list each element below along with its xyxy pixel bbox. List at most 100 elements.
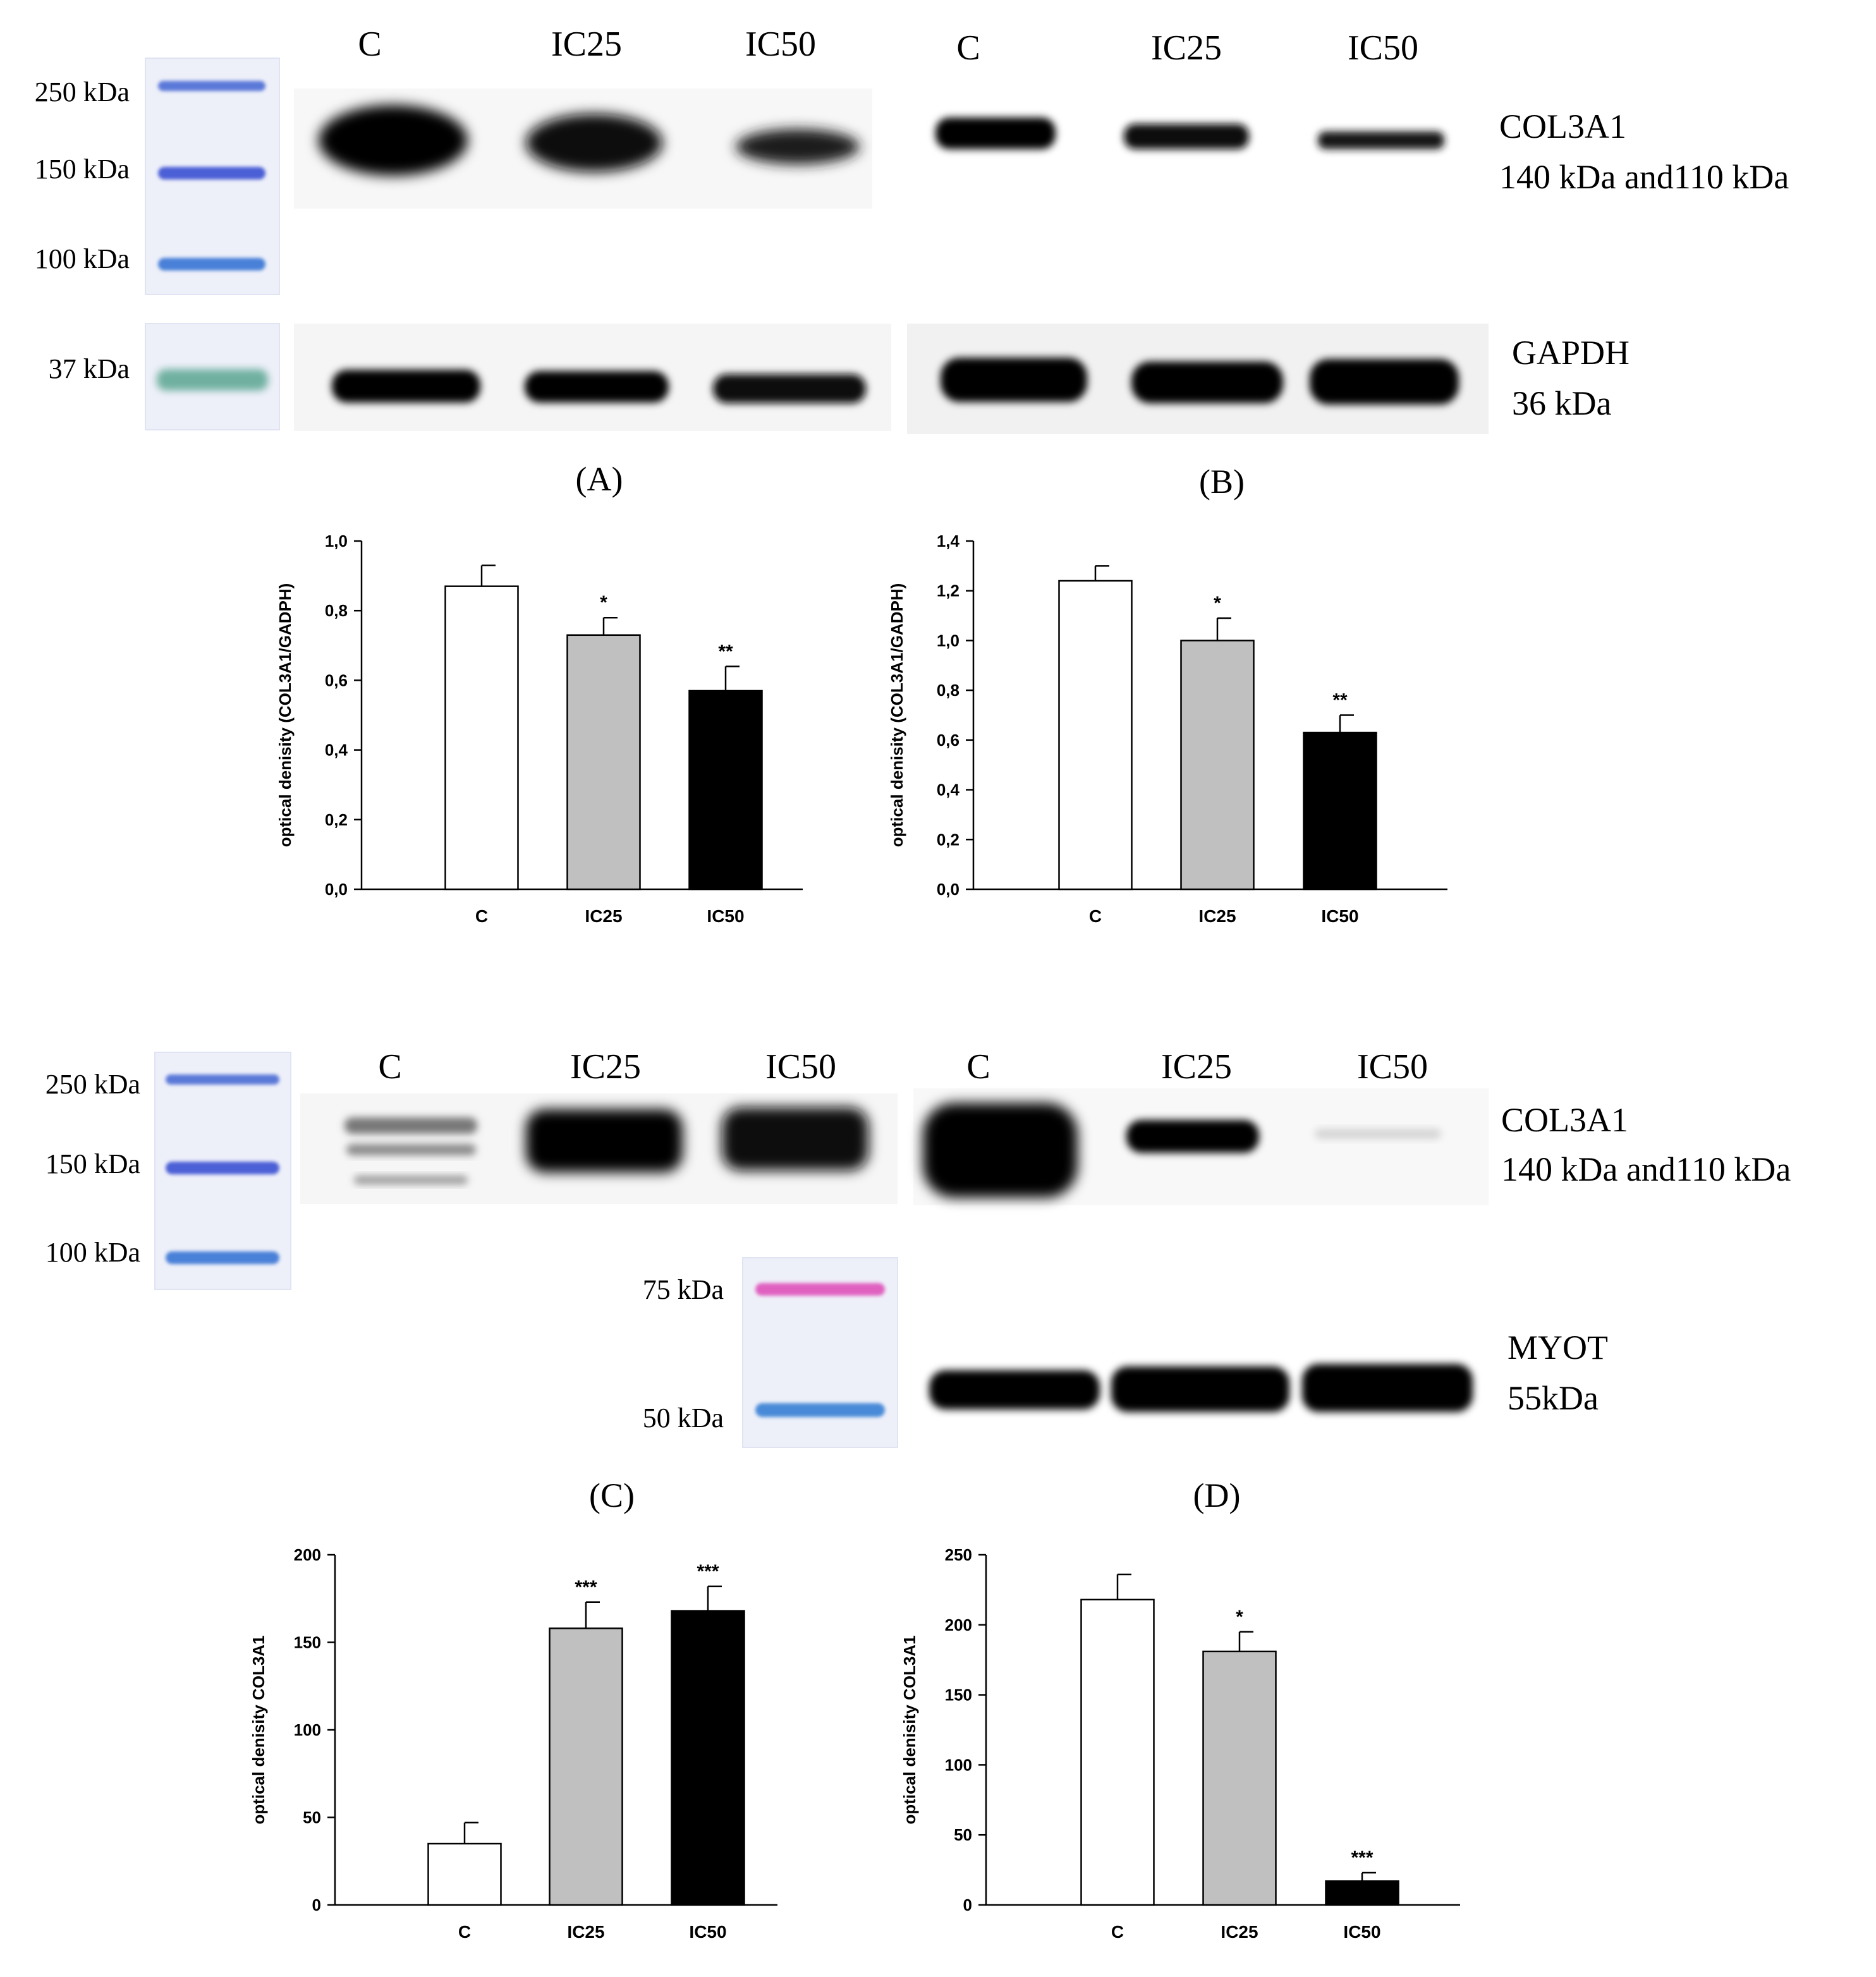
bar <box>671 1610 745 1906</box>
y-tick-label: 50 <box>954 1825 972 1844</box>
band-col3a1-d-ic25 <box>1126 1120 1259 1153</box>
x-tick-label: C <box>458 1922 471 1942</box>
y-tick-label: 0,8 <box>937 681 959 700</box>
x-tick-label: IC25 <box>1198 906 1236 926</box>
band-col3a1-b-ic25 <box>1124 124 1249 149</box>
bar <box>1080 1598 1155 1906</box>
marker-ladder-cd <box>154 1052 291 1290</box>
y-tick-label: 0,6 <box>937 731 959 750</box>
bar <box>688 690 763 891</box>
band-col3a1-c-ic50 <box>722 1107 868 1171</box>
band-gapdh-b-c <box>941 358 1087 402</box>
x-tick-label: IC50 <box>1321 906 1358 926</box>
marker-ladder-myot <box>742 1257 898 1448</box>
bar <box>1180 640 1255 891</box>
x-tick-label: IC25 <box>1221 1922 1258 1942</box>
x-tick-label: IC50 <box>1343 1922 1380 1942</box>
protein-name: COL3A1 <box>1501 1101 1628 1139</box>
lane-label: IC25 <box>1151 28 1222 68</box>
y-tick-label: 1,0 <box>937 631 959 650</box>
y-tick-label: 0 <box>312 1895 321 1914</box>
protein-size: 36 kDa <box>1512 384 1611 422</box>
band-myot-c <box>929 1370 1100 1409</box>
y-tick-label: 250 <box>945 1545 972 1564</box>
bar <box>427 1842 502 1906</box>
panel-label: (C) <box>589 1476 635 1514</box>
significance-marker: * <box>1214 593 1221 614</box>
y-tick-label: 50 <box>303 1808 321 1827</box>
band-col3a1-c-ic25 <box>526 1109 683 1172</box>
band-gapdh-a-ic50 <box>713 374 866 403</box>
significance-marker: *** <box>697 1561 719 1582</box>
myot-blot <box>929 1364 1473 1412</box>
band-col3a1-b-c <box>935 118 1056 149</box>
band-col3a1-a-ic25 <box>526 114 662 172</box>
lane-label: C <box>956 28 980 68</box>
panel-label: (B) <box>1199 463 1245 501</box>
marker-label: 37 kDa <box>49 353 130 384</box>
protein-size: 140 kDa and110 kDa <box>1501 1150 1791 1188</box>
protein-size: 140 kDa and110 kDa <box>1499 158 1789 196</box>
x-tick-label: IC50 <box>689 1922 726 1942</box>
y-tick-label: 0,4 <box>937 781 960 800</box>
band-myot-ic50 <box>1302 1364 1473 1412</box>
y-tick-label: 0 <box>963 1895 972 1914</box>
significance-marker: *** <box>1351 1847 1373 1868</box>
band-gapdh-b-ic50 <box>1310 359 1459 405</box>
bar-chart-c: 0 50 100 150 200 optical denisity COL3A1 C *** I… <box>249 1545 777 1942</box>
marker-label: 250 kDa <box>46 1069 140 1100</box>
y-tick-label: 0,2 <box>937 830 959 849</box>
y-axis-title: optical denisity (COL3A1/GADPH) <box>887 583 906 848</box>
y-tick-label: 150 <box>945 1686 972 1705</box>
col3a1-blot-b <box>935 118 1444 149</box>
bar <box>1202 1650 1277 1906</box>
band-gapdh-a-ic25 <box>525 371 669 403</box>
marker-label: 100 kDa <box>46 1237 140 1268</box>
gapdh-blot-b <box>907 324 1489 434</box>
y-tick-label: 0,4 <box>325 741 348 760</box>
y-axis-title: optical denisity (COL3A1/GADPH) <box>276 583 295 848</box>
bar <box>1303 731 1377 891</box>
significance-marker: ** <box>1332 690 1348 711</box>
significance-marker: *** <box>575 1577 597 1598</box>
marker-label: 150 kDa <box>46 1148 140 1179</box>
lane-label: IC50 <box>745 25 816 64</box>
y-tick-label: 0,2 <box>325 810 348 829</box>
y-tick-label: 150 <box>294 1633 321 1652</box>
significance-marker: * <box>1236 1607 1243 1627</box>
lane-label: IC25 <box>1161 1047 1232 1086</box>
bar <box>549 1627 623 1906</box>
marker-label: 150 kDa <box>35 154 130 185</box>
marker-label: 75 kDa <box>643 1274 724 1305</box>
significance-marker: * <box>600 592 607 613</box>
lane-label: IC25 <box>551 25 622 64</box>
protein-size: 55kDa <box>1508 1379 1599 1417</box>
y-tick-label: 1,4 <box>937 532 960 551</box>
y-tick-label: 1,0 <box>325 532 348 551</box>
y-tick-label: 0,6 <box>325 671 348 690</box>
band-col3a1-b-ic50 <box>1318 131 1444 149</box>
marker-label: 100 kDa <box>35 243 130 274</box>
x-tick-label: IC50 <box>707 906 744 926</box>
panel-label: (A) <box>576 460 623 498</box>
y-tick-label: 0,8 <box>325 601 348 620</box>
band-myot-ic25 <box>1111 1366 1289 1412</box>
y-tick-label: 200 <box>294 1545 321 1564</box>
band-col3a1-d-ic50 <box>1315 1129 1441 1139</box>
marker-ladder-ab <box>145 58 280 430</box>
lane-label: IC50 <box>765 1047 836 1086</box>
x-tick-label: IC25 <box>567 1922 604 1942</box>
lane-label: C <box>378 1047 401 1086</box>
y-tick-label: 0,0 <box>937 880 959 899</box>
band-col3a1-d-c <box>923 1103 1078 1198</box>
marker-label: 250 kDa <box>35 76 130 107</box>
lane-label: IC25 <box>570 1047 641 1086</box>
gapdh-blot-a <box>294 324 891 431</box>
bar-chart-d: 0 50 100 150 200 250 optical denisity COL3A1 C *… <box>900 1545 1460 1942</box>
bar <box>444 585 519 891</box>
y-tick-label: 100 <box>945 1755 972 1774</box>
band-gapdh-a-c <box>332 370 480 403</box>
y-tick-label: 1,2 <box>937 581 959 600</box>
protein-name: GAPDH <box>1512 334 1629 372</box>
